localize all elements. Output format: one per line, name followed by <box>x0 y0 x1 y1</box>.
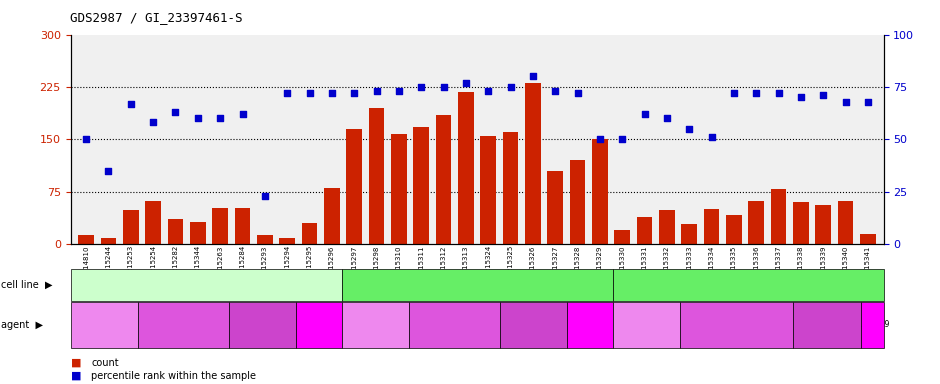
Text: ■: ■ <box>70 371 81 381</box>
Point <box>123 101 138 107</box>
Point <box>503 84 518 90</box>
Bar <box>78 235 94 244</box>
Point <box>860 98 875 104</box>
Text: cell line  ▶: cell line ▶ <box>1 280 53 290</box>
Point <box>324 90 339 96</box>
Bar <box>659 210 675 244</box>
Bar <box>190 222 206 244</box>
Bar <box>480 136 496 244</box>
Point <box>570 90 585 96</box>
Bar <box>636 217 652 244</box>
Text: dermal fibroblasts: dermal fibroblasts <box>704 280 792 290</box>
Point <box>146 119 161 126</box>
Point <box>235 111 250 117</box>
Bar <box>167 219 183 244</box>
Bar <box>279 238 295 244</box>
Point <box>480 88 495 94</box>
Point <box>212 115 227 121</box>
Text: SLx-2119: SLx-2119 <box>854 320 890 329</box>
Point <box>347 90 362 96</box>
Text: vehicle: vehicle <box>91 320 118 329</box>
Bar <box>436 115 451 244</box>
Point <box>682 126 697 132</box>
Bar <box>324 188 339 244</box>
Text: vehicle: vehicle <box>633 320 660 329</box>
Text: atorvastatin and
mevalonate: atorvastatin and mevalonate <box>230 315 294 334</box>
Point <box>704 134 719 140</box>
Bar <box>704 209 719 244</box>
Text: agent  ▶: agent ▶ <box>1 320 43 330</box>
Bar <box>123 210 138 244</box>
Point <box>302 90 317 96</box>
Bar <box>346 129 362 244</box>
Text: SLx-2119: SLx-2119 <box>301 320 337 329</box>
Bar <box>414 127 429 244</box>
Point <box>190 115 205 121</box>
Point <box>459 79 474 86</box>
Point <box>79 136 94 142</box>
Bar <box>458 92 474 244</box>
Bar <box>570 160 586 244</box>
Bar <box>257 235 273 244</box>
Point <box>727 90 742 96</box>
Point <box>637 111 652 117</box>
Point <box>615 136 630 142</box>
Bar <box>615 230 630 244</box>
Bar <box>302 223 318 244</box>
Bar <box>235 208 250 244</box>
Point <box>436 84 451 90</box>
Text: pulmonary artery smooth muscle cells: pulmonary artery smooth muscle cells <box>383 280 572 290</box>
Bar <box>592 139 608 244</box>
Point <box>548 88 563 94</box>
Point <box>771 90 786 96</box>
Point <box>168 109 183 115</box>
Text: count: count <box>91 358 118 368</box>
Point <box>414 84 429 90</box>
Text: SLx-2119: SLx-2119 <box>572 320 607 329</box>
Point <box>391 88 406 94</box>
Bar <box>838 200 854 244</box>
Bar <box>547 170 563 244</box>
Bar <box>771 189 787 244</box>
Text: atorvastatin: atorvastatin <box>431 320 478 329</box>
Bar <box>816 205 831 244</box>
Bar <box>101 238 117 244</box>
Bar <box>368 108 384 244</box>
Point <box>369 88 384 94</box>
Point <box>816 92 831 98</box>
Bar <box>391 134 407 244</box>
Point <box>749 90 764 96</box>
Text: microvascular endothelial cells: microvascular endothelial cells <box>131 280 282 290</box>
Point <box>659 115 674 121</box>
Point <box>258 193 273 199</box>
Bar <box>212 208 228 244</box>
Point <box>280 90 295 96</box>
Text: percentile rank within the sample: percentile rank within the sample <box>91 371 257 381</box>
Bar <box>793 202 808 244</box>
Bar <box>726 215 742 244</box>
Bar <box>525 83 540 244</box>
Text: GDS2987 / GI_23397461-S: GDS2987 / GI_23397461-S <box>70 12 243 25</box>
Text: atorvastatin: atorvastatin <box>160 320 207 329</box>
Bar <box>146 200 161 244</box>
Bar <box>748 200 764 244</box>
Point <box>525 73 540 79</box>
Bar <box>682 224 697 244</box>
Text: atorvastatin: atorvastatin <box>713 320 760 329</box>
Text: vehicle: vehicle <box>362 320 389 329</box>
Point <box>101 167 116 174</box>
Point <box>793 94 808 101</box>
Text: atorvastatin and
mevalonate: atorvastatin and mevalonate <box>502 315 566 334</box>
Point <box>592 136 607 142</box>
Bar <box>503 132 518 244</box>
Text: ■: ■ <box>70 358 81 368</box>
Text: atorvastatin and
mevalonate: atorvastatin and mevalonate <box>795 315 859 334</box>
Bar <box>860 234 876 244</box>
Point <box>838 98 854 104</box>
